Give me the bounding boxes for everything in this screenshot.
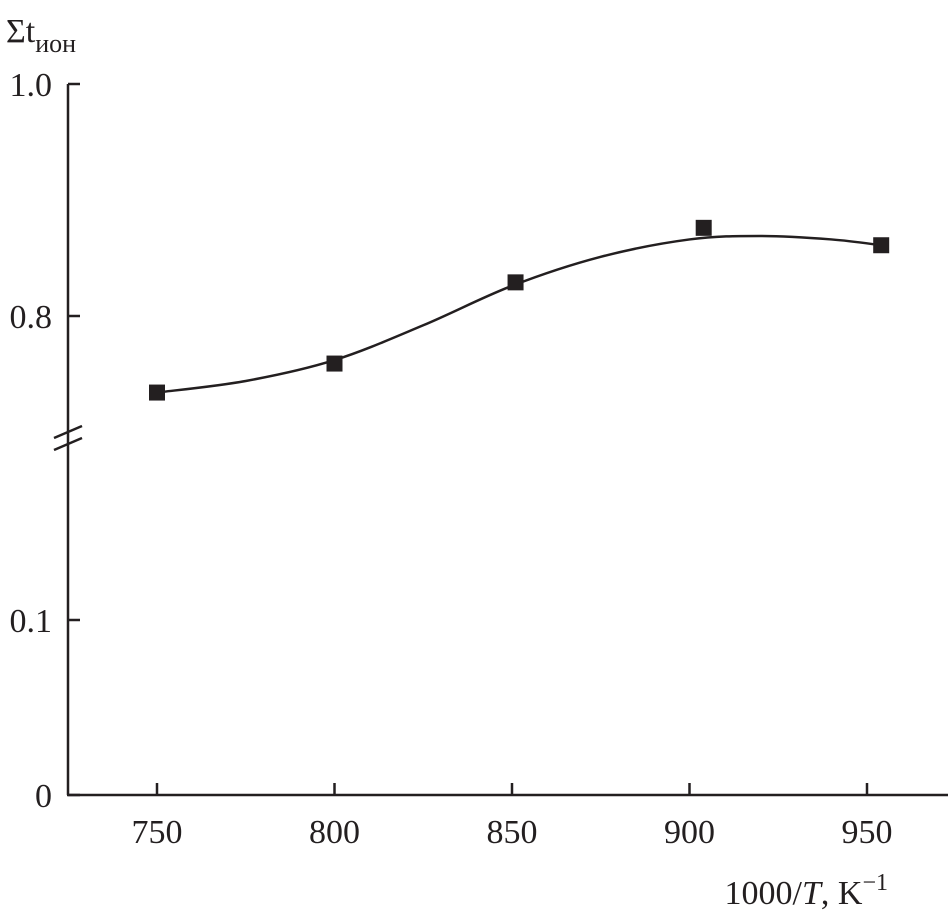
- x-tick-label: 750: [132, 814, 183, 851]
- x-tick-label: 850: [487, 814, 538, 851]
- data-point: [695, 219, 712, 236]
- x-tick-label: 900: [664, 814, 715, 851]
- y-tick-label: 1.0: [10, 67, 53, 104]
- y-tick-label: 0.8: [10, 299, 53, 336]
- axis-break-mark: [53, 424, 83, 440]
- data-point: [326, 355, 343, 372]
- y-tick-label: 0.1: [10, 603, 53, 640]
- data-point: [507, 274, 524, 291]
- axis-break-mark: [53, 436, 83, 452]
- x-axis-title: 1000/T, K−1: [725, 870, 888, 912]
- fit-curve: [156, 234, 882, 394]
- data-point: [149, 384, 165, 401]
- data-point: [873, 237, 890, 254]
- x-tick-label: 950: [842, 814, 893, 851]
- y-tick-label: 0: [35, 778, 52, 815]
- y-axis-title-subscript: ион: [35, 29, 76, 58]
- y-axis-title: Σtион: [6, 13, 76, 58]
- axes: [53, 84, 948, 797]
- x-tick-label: 800: [309, 814, 360, 851]
